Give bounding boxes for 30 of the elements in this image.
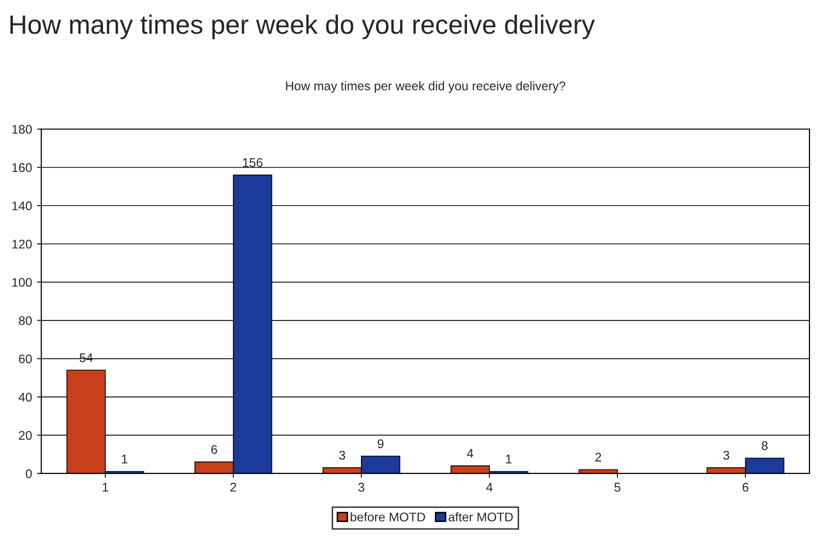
y-tick-label: 60 bbox=[19, 354, 32, 364]
x-tick-label: 3 bbox=[358, 482, 364, 492]
y-tick-label: 120 bbox=[12, 240, 32, 249]
y-tick-label: 0 bbox=[26, 469, 32, 478]
data-label: 3 bbox=[723, 450, 730, 460]
x-tick-label: 2 bbox=[230, 482, 236, 492]
x-tick-label: 5 bbox=[614, 482, 620, 492]
y-tick-label: 80 bbox=[18, 316, 32, 326]
data-label: 1 bbox=[506, 454, 512, 464]
legend-label: before MOTD bbox=[350, 512, 426, 522]
data-label: 8 bbox=[762, 441, 768, 450]
x-tick-label: 4 bbox=[486, 482, 493, 492]
chart-title: How many times per week do you receive delivery bbox=[10, 14, 595, 40]
x-tick-label: 1 bbox=[102, 482, 108, 492]
data-label: 1 bbox=[122, 454, 128, 464]
y-tick-label: 20 bbox=[19, 430, 32, 440]
y-tick-label: 40 bbox=[18, 392, 32, 402]
data-label: 6 bbox=[211, 445, 218, 454]
legend-label: after MOTD bbox=[448, 512, 513, 522]
data-label: 9 bbox=[378, 439, 384, 448]
y-tick-label: 100 bbox=[12, 278, 32, 287]
y-tick-label: 140 bbox=[12, 201, 32, 210]
y-tick-label: 160 bbox=[12, 163, 32, 172]
chart-subtitle: How may times per week did you receive delivery? bbox=[286, 81, 566, 93]
y-tick-label: 180 bbox=[12, 124, 32, 134]
data-label: 2 bbox=[595, 452, 602, 462]
data-label: 3 bbox=[339, 450, 346, 460]
data-label: 4 bbox=[467, 449, 474, 458]
x-tick-label: 6 bbox=[742, 482, 748, 492]
data-label: 156 bbox=[243, 158, 262, 168]
